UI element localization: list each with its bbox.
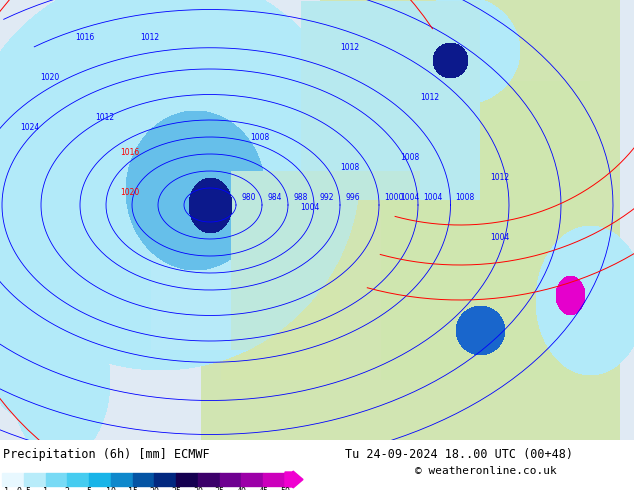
Bar	[2, 473, 23, 486]
Bar	[155, 473, 176, 486]
Text: 15: 15	[127, 487, 138, 490]
Text: 30: 30	[193, 487, 203, 490]
Text: 1008: 1008	[340, 163, 359, 172]
Text: 2: 2	[65, 487, 70, 490]
Text: 1020: 1020	[120, 188, 139, 197]
Text: 10: 10	[106, 487, 116, 490]
Bar	[67, 473, 89, 486]
Text: 45: 45	[258, 487, 268, 490]
Text: 35: 35	[215, 487, 224, 490]
Bar	[220, 473, 242, 486]
Bar	[46, 473, 67, 486]
Bar	[133, 473, 155, 486]
Bar	[111, 473, 133, 486]
Text: 1012: 1012	[140, 33, 159, 42]
Bar	[198, 473, 220, 486]
Text: Tu 24-09-2024 18..00 UTC (00+48): Tu 24-09-2024 18..00 UTC (00+48)	[345, 448, 573, 461]
Text: 1012: 1012	[420, 93, 439, 102]
Text: 1: 1	[43, 487, 48, 490]
Text: © weatheronline.co.uk: © weatheronline.co.uk	[415, 466, 557, 476]
Bar	[176, 473, 198, 486]
FancyArrow shape	[285, 471, 303, 488]
Text: 1008: 1008	[400, 153, 419, 162]
Bar	[263, 473, 285, 486]
Text: 40: 40	[236, 487, 247, 490]
Text: 1004: 1004	[300, 203, 320, 212]
Text: 980: 980	[241, 193, 256, 202]
Text: 1016: 1016	[75, 33, 94, 42]
Text: 1016: 1016	[120, 148, 139, 157]
Text: 992: 992	[319, 193, 333, 202]
Bar	[23, 473, 46, 486]
Text: 5: 5	[87, 487, 91, 490]
Text: 1020: 1020	[40, 73, 59, 82]
Bar	[89, 473, 111, 486]
Bar	[242, 473, 263, 486]
Text: 1012: 1012	[340, 43, 359, 52]
Text: 0.1: 0.1	[0, 487, 10, 490]
Text: 1004: 1004	[400, 193, 419, 202]
Text: 984: 984	[267, 193, 281, 202]
Text: 25: 25	[171, 487, 181, 490]
Text: 1004: 1004	[490, 233, 509, 242]
Text: 1012: 1012	[95, 113, 114, 122]
Text: Precipitation (6h) [mm] ECMWF: Precipitation (6h) [mm] ECMWF	[3, 448, 210, 461]
Text: 20: 20	[150, 487, 159, 490]
Text: 1008: 1008	[455, 193, 475, 202]
Text: 1008: 1008	[250, 133, 269, 142]
Text: 1004: 1004	[423, 193, 443, 202]
Text: 50: 50	[280, 487, 290, 490]
Text: 1012: 1012	[490, 173, 509, 182]
Text: 0.5: 0.5	[16, 487, 31, 490]
Text: 1000: 1000	[384, 193, 403, 202]
Text: 996: 996	[345, 193, 359, 202]
Text: 988: 988	[293, 193, 307, 202]
Text: 1024: 1024	[20, 123, 39, 132]
